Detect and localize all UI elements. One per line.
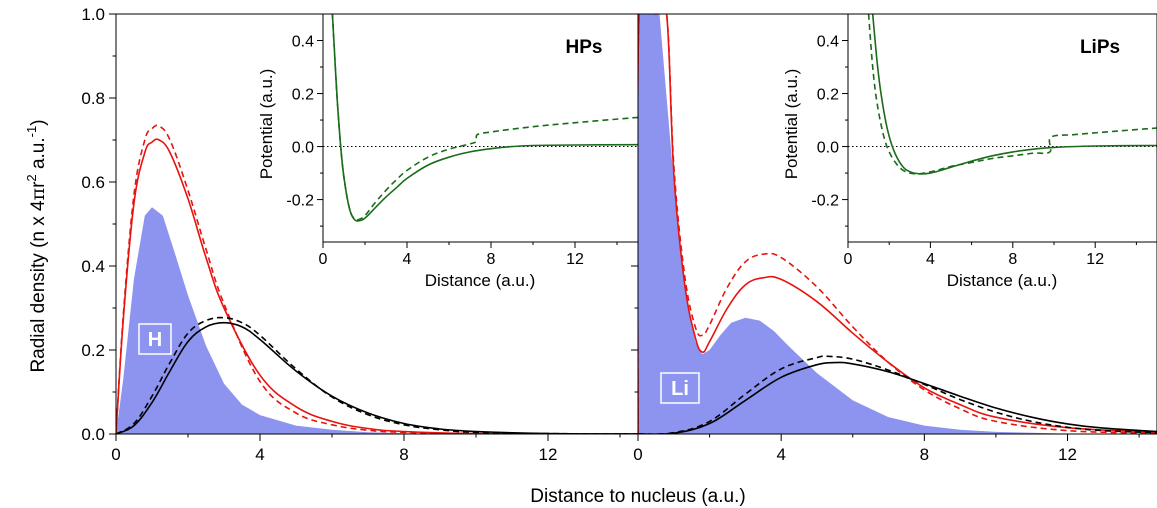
density-fill-area: [116, 207, 638, 434]
black-solid-line: [116, 321, 638, 434]
x-tick-label: 0: [844, 251, 853, 268]
green-dashed-line: [331, 14, 638, 221]
li-atom-label: Li: [660, 372, 700, 404]
green-dashed-line: [867, 14, 1157, 175]
x-tick-label: 4: [926, 251, 935, 268]
y-tick-label: -0.2: [811, 193, 839, 210]
x-tick-label: 0: [319, 251, 328, 268]
x-tick-label: 4: [403, 251, 412, 268]
h-atom-label: H: [138, 323, 172, 355]
x-tick-label: 8: [920, 445, 929, 464]
x-tick-label: 12: [1086, 251, 1104, 268]
x-tick-label: 4: [255, 445, 264, 464]
hps-inset-title: HPs: [566, 37, 603, 58]
x-tick-label: 12: [539, 445, 558, 464]
y-tick-label: 0.4: [292, 34, 314, 51]
right-panel-plot-area: [638, 14, 1157, 434]
y-tick-label: 0.8: [81, 89, 105, 108]
hps-inset-frame: [322, 13, 639, 243]
x-tick-label: 4: [776, 445, 785, 464]
x-tick-label: 8: [487, 251, 496, 268]
y-tick-label: 1.0: [81, 5, 105, 24]
hps-inset-background: [323, 14, 638, 242]
red-dashed-line: [638, 14, 1157, 434]
x-tick-label: 0: [111, 445, 120, 464]
x-axis-title: Distance to nucleus (a.u.): [530, 486, 745, 507]
y-tick-label: 0.0: [817, 140, 839, 157]
hps-inset-x-title: Distance (a.u.): [425, 271, 536, 290]
y-tick-label: -0.2: [286, 193, 314, 210]
y-tick-label: 0.2: [81, 341, 105, 360]
black-solid-line: [638, 361, 1157, 434]
x-tick-label: 8: [1008, 251, 1017, 268]
left-panel-plot-area: [116, 124, 638, 434]
y-tick-label: 0.4: [817, 34, 839, 51]
y-tick-label: 0.2: [817, 87, 839, 104]
hps-inset-y-title: Potential (a.u.): [257, 69, 276, 180]
lips-inset-y-title: Potential (a.u.): [782, 69, 801, 180]
green-solid-line: [871, 14, 1157, 175]
svg-text:H: H: [148, 329, 162, 351]
hps-inset-plot-area: [323, 14, 638, 222]
x-tick-label: 12: [566, 251, 584, 268]
y-tick-label: 0.4: [81, 257, 105, 276]
green-solid-line: [331, 14, 638, 222]
red-dashed-line: [116, 124, 638, 434]
lips-inset-x-title: Distance (a.u.): [947, 271, 1058, 290]
y-tick-label: 0.0: [292, 140, 314, 157]
red-solid-line: [116, 138, 638, 434]
x-tick-label: 8: [399, 445, 408, 464]
lips-inset-title: LiPs: [1080, 37, 1120, 58]
lips-inset-background: [848, 14, 1157, 242]
svg-text:Li: Li: [671, 378, 689, 400]
y-tick-label: 0.0: [81, 425, 105, 444]
main-axes: 0 4 8 12 0.0 0.2 0.4 0.6 0.8 1.0 0 4 8 12: [81, 5, 1140, 464]
red-solid-line: [638, 14, 1157, 434]
black-dashed-line: [638, 355, 1157, 434]
x-tick-label: 12: [1058, 445, 1077, 464]
density-fill-area: [638, 14, 1157, 434]
black-dashed-line: [116, 316, 638, 434]
y-tick-label: 0.2: [292, 87, 314, 104]
x-tick-label: 0: [633, 445, 642, 464]
lips-inset-plot-area: [848, 14, 1157, 175]
inset-axes: 0 4 8 12 -0.2 0.0 0.2 0.4 0 4 8 12 -0.2 0.0 0.2 0.4: [286, 13, 1137, 268]
y-tick-label: 0.6: [81, 173, 105, 192]
lips-inset-frame: [847, 13, 1157, 243]
y-axis-title: Radial density (n x 4πr2 a.u.-1): [24, 119, 49, 372]
